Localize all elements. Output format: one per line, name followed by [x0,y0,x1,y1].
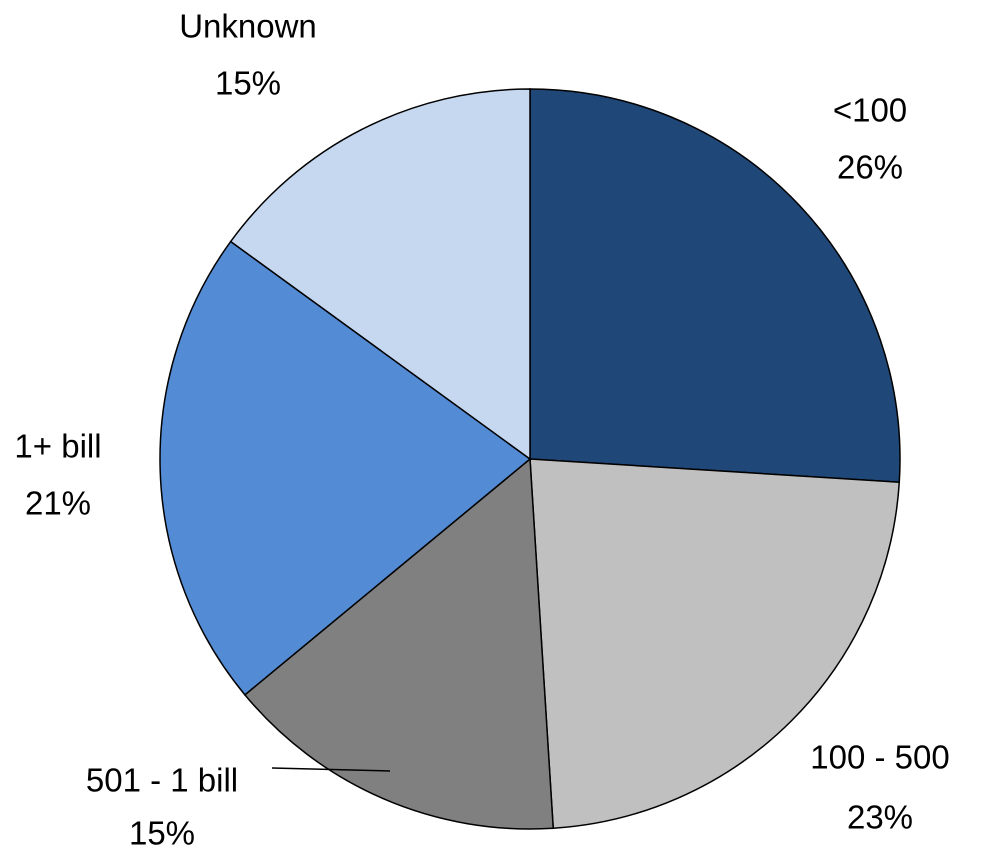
pie-slice [243,457,555,830]
slice-label: 501 - 1 bill [86,762,238,799]
pie-slice [529,458,901,830]
pie-slice [229,88,531,461]
slice-label: <100 [833,92,907,129]
slice-label: 1+ bill [14,428,101,465]
slice-label: Unknown [179,8,317,45]
leader-line [271,767,391,772]
slice-value: 15% [129,815,195,852]
slice-value: 26% [837,149,903,186]
slice-value: 21% [25,485,91,522]
pie-slice [159,240,532,696]
pie-slice [529,88,901,484]
slice-value: 15% [215,65,281,102]
slice-label: 100 - 500 [810,739,949,776]
slice-value: 23% [847,799,913,836]
